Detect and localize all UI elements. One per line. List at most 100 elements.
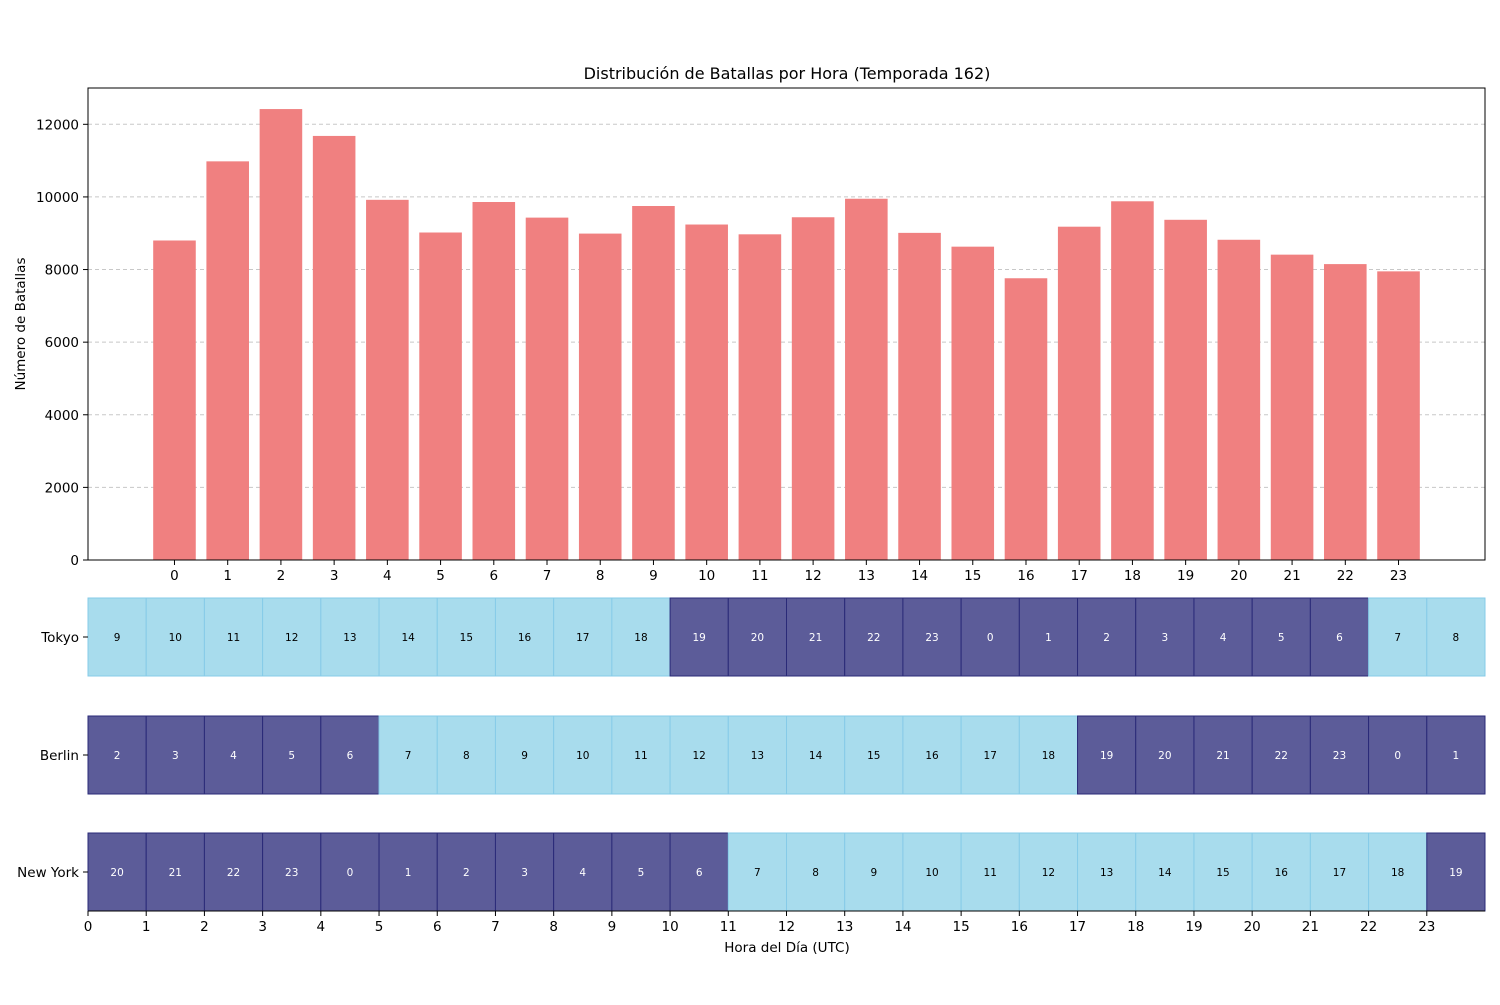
hour-cell-label: 6 xyxy=(696,867,703,879)
hour-cell xyxy=(87,715,147,795)
hour-cell-label: 1 xyxy=(1453,750,1460,762)
hour-cell xyxy=(1251,715,1311,795)
hour-cell xyxy=(1251,597,1311,677)
hour-cell-label: 17 xyxy=(984,750,997,762)
hour-cell-label: 17 xyxy=(576,632,589,644)
bar xyxy=(1217,239,1261,560)
y-tick-label: 0 xyxy=(70,553,79,569)
bar xyxy=(898,232,941,561)
hour-cell-label: 5 xyxy=(288,750,295,762)
y-tick-label: 8000 xyxy=(45,263,79,279)
x-tick-label: 1 xyxy=(223,568,232,584)
x-tick-label: 0 xyxy=(170,568,179,584)
hour-cell xyxy=(1426,832,1486,912)
hour-cell xyxy=(378,715,438,795)
y-tick-label: 10000 xyxy=(36,190,79,206)
hour-cell-label: 12 xyxy=(285,632,298,644)
tz-x-tick-label: 23 xyxy=(1418,919,1435,935)
y-tick-label: 4000 xyxy=(45,408,79,424)
x-tick-label: 14 xyxy=(911,568,928,584)
bar xyxy=(259,109,303,560)
x-tick-label: 6 xyxy=(489,568,498,584)
hour-cell-label: 3 xyxy=(521,867,528,879)
hour-cell-label: 5 xyxy=(1278,632,1285,644)
hour-cell xyxy=(1077,715,1137,795)
hour-cell-label: 20 xyxy=(110,867,123,879)
hour-cell-label: 13 xyxy=(343,632,356,644)
hour-cell xyxy=(844,597,904,677)
hour-cell xyxy=(669,715,729,795)
hour-cell-label: 15 xyxy=(867,750,880,762)
bar xyxy=(419,232,462,560)
tz-x-tick-label: 15 xyxy=(953,919,970,935)
hour-cell xyxy=(1193,832,1253,912)
hour-cell-label: 14 xyxy=(1158,867,1172,879)
tz-x-tick-label: 20 xyxy=(1244,919,1261,935)
bar xyxy=(153,240,196,560)
tz-x-tick-label: 16 xyxy=(1011,919,1028,935)
hour-cell xyxy=(611,597,671,677)
hour-cell-label: 23 xyxy=(925,632,938,644)
hour-cell-label: 18 xyxy=(1391,867,1404,879)
hour-cell-label: 12 xyxy=(1042,867,1055,879)
hour-cell-label: 22 xyxy=(1275,750,1288,762)
hour-cell-label: 16 xyxy=(518,632,532,644)
hour-cell-label: 9 xyxy=(521,750,528,762)
hour-cell-label: 1 xyxy=(1045,632,1052,644)
hour-cell-label: 19 xyxy=(1100,750,1113,762)
hour-cell xyxy=(1309,832,1370,912)
x-tick-label: 4 xyxy=(383,568,392,584)
hour-cell xyxy=(1426,715,1486,795)
hour-cell-label: 0 xyxy=(1394,750,1401,762)
x-tick-label: 18 xyxy=(1124,568,1141,584)
hour-cell-label: 10 xyxy=(576,750,589,762)
hour-cell-label: 0 xyxy=(987,632,994,644)
hour-cell xyxy=(727,715,788,795)
hour-cell xyxy=(960,832,1020,912)
bar xyxy=(525,217,569,560)
timezone-row: 2 3 4 5 6 7 8 9 10 11 12 13 14 15 16 17 18 19 20 21 22 23 0 1Be… xyxy=(40,715,1486,795)
hour-cell xyxy=(436,832,496,912)
hour-cell xyxy=(1135,832,1195,912)
tz-x-tick-label: 1 xyxy=(142,919,151,935)
tz-x-tick-label: 19 xyxy=(1185,919,1202,935)
tz-x-tick-label: 18 xyxy=(1127,919,1144,935)
y-axis-title: Número de Batallas xyxy=(13,258,29,391)
bar xyxy=(951,246,995,560)
hour-cell-label: 12 xyxy=(693,750,706,762)
hour-cell-label: 9 xyxy=(114,632,121,644)
tz-x-tick-label: 10 xyxy=(661,919,678,935)
x-tick-label: 20 xyxy=(1230,568,1247,584)
bar xyxy=(472,202,516,560)
bar xyxy=(366,199,409,560)
hour-cell xyxy=(786,832,846,912)
hour-cell-label: 22 xyxy=(227,867,240,879)
hour-cell-label: 15 xyxy=(1216,867,1229,879)
hour-cell xyxy=(902,715,962,795)
hour-cell xyxy=(727,597,788,677)
hour-cell-label: 8 xyxy=(812,867,819,879)
bar xyxy=(1324,264,1367,560)
timezone-row-label: New York xyxy=(17,865,79,881)
hour-cell xyxy=(378,597,438,677)
hour-cell-label: 21 xyxy=(169,867,182,879)
tz-x-tick-label: 17 xyxy=(1069,919,1086,935)
hour-cell-label: 21 xyxy=(1216,750,1229,762)
hour-cell xyxy=(262,832,322,912)
tz-x-tick-label: 4 xyxy=(317,919,326,935)
hour-cell-label: 3 xyxy=(172,750,179,762)
hour-cell xyxy=(1018,832,1079,912)
tz-x-tick-label: 3 xyxy=(258,919,267,935)
x-tick-label: 11 xyxy=(751,568,768,584)
x-tick-label: 13 xyxy=(858,568,875,584)
hour-cell xyxy=(436,597,496,677)
tz-x-tick-label: 6 xyxy=(433,919,442,935)
hour-cell-label: 8 xyxy=(1453,632,1460,644)
tz-x-tick-label: 11 xyxy=(720,919,737,935)
tz-x-tick-label: 21 xyxy=(1302,919,1319,935)
hour-cell-label: 14 xyxy=(401,632,415,644)
hour-cell xyxy=(262,597,322,677)
hour-cell-label: 10 xyxy=(169,632,182,644)
hour-cell-label: 19 xyxy=(1449,867,1462,879)
